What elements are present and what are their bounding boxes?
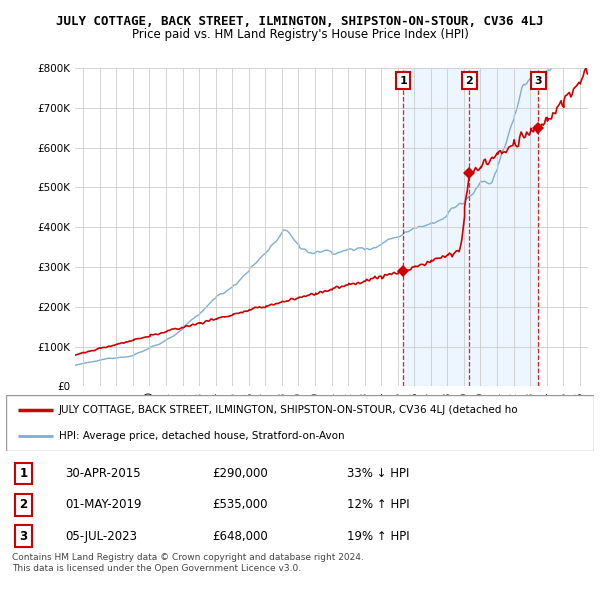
Text: 3: 3 (535, 76, 542, 86)
Polygon shape (403, 68, 538, 386)
Text: JULY COTTAGE, BACK STREET, ILMINGTON, SHIPSTON-ON-STOUR, CV36 4LJ (detached ho: JULY COTTAGE, BACK STREET, ILMINGTON, SH… (59, 405, 518, 415)
Text: JULY COTTAGE, BACK STREET, ILMINGTON, SHIPSTON-ON-STOUR, CV36 4LJ: JULY COTTAGE, BACK STREET, ILMINGTON, SH… (56, 15, 544, 28)
Text: 2: 2 (466, 76, 473, 86)
Text: 33% ↓ HPI: 33% ↓ HPI (347, 467, 409, 480)
Text: £648,000: £648,000 (212, 530, 268, 543)
Text: 01-MAY-2019: 01-MAY-2019 (65, 499, 142, 512)
Text: 1: 1 (20, 467, 28, 480)
Text: HPI: Average price, detached house, Stratford-on-Avon: HPI: Average price, detached house, Stra… (59, 431, 344, 441)
Text: 19% ↑ HPI: 19% ↑ HPI (347, 530, 410, 543)
Text: 2: 2 (20, 499, 28, 512)
Text: £290,000: £290,000 (212, 467, 268, 480)
FancyBboxPatch shape (6, 395, 594, 451)
Text: £535,000: £535,000 (212, 499, 267, 512)
Text: Contains HM Land Registry data © Crown copyright and database right 2024.
This d: Contains HM Land Registry data © Crown c… (12, 553, 364, 573)
Text: 3: 3 (20, 530, 28, 543)
Text: 30-APR-2015: 30-APR-2015 (65, 467, 140, 480)
Text: 12% ↑ HPI: 12% ↑ HPI (347, 499, 410, 512)
Text: 05-JUL-2023: 05-JUL-2023 (65, 530, 137, 543)
Text: 1: 1 (399, 76, 407, 86)
Text: Price paid vs. HM Land Registry's House Price Index (HPI): Price paid vs. HM Land Registry's House … (131, 28, 469, 41)
